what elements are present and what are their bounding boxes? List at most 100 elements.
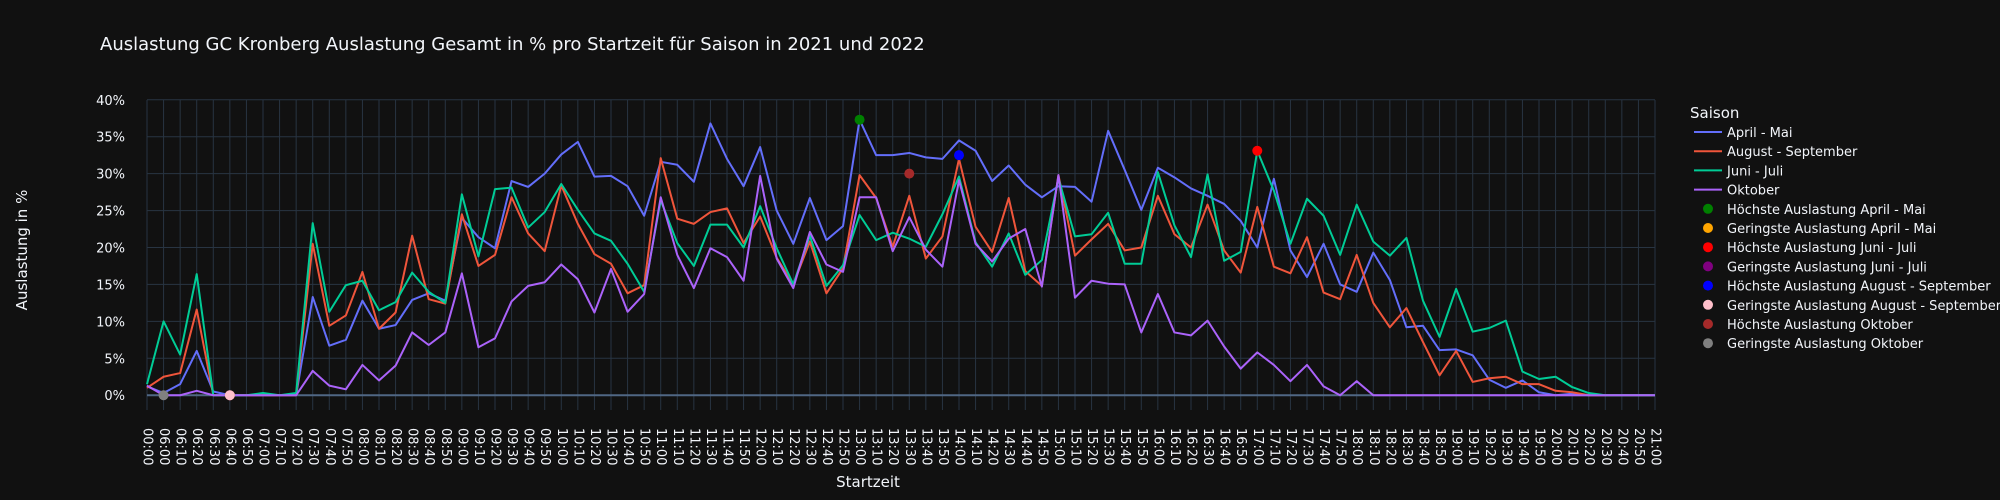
x-tick-label: 07:50 xyxy=(338,428,353,465)
x-tick-label: 12:50 xyxy=(836,428,851,465)
x-tick-label: 00:00 xyxy=(140,428,155,465)
marker-point xyxy=(1252,145,1263,156)
x-tick-label: 11:30 xyxy=(703,428,718,465)
legend-item-label: August - September xyxy=(1727,145,1858,160)
legend-swatch-dot xyxy=(1703,338,1713,349)
x-tick-label: 09:10 xyxy=(471,428,486,465)
legend-item-label: Juni - Juli xyxy=(1726,164,1783,179)
y-tick-label: 30% xyxy=(96,168,125,183)
x-axis-ticks: 00:00 06:00 06:10 06:20 06:30 06:40 06:50 07:00… xyxy=(140,428,1663,465)
x-tick-label: 09:30 xyxy=(504,428,519,465)
legend-swatch-dot xyxy=(1703,299,1713,310)
legend-item-label: Geringste Auslastung August - September xyxy=(1727,299,2000,314)
x-tick-label: 13:10 xyxy=(869,428,884,465)
legend-swatch-dot xyxy=(1703,203,1713,214)
x-tick-label: 18:10 xyxy=(1366,428,1381,465)
x-tick-label: 16:20 xyxy=(1184,428,1199,465)
x-tick-label: 17:50 xyxy=(1333,428,1348,465)
x-tick-label: 10:50 xyxy=(637,428,652,465)
y-tick-label: 35% xyxy=(96,131,125,146)
x-tick-label: 07:40 xyxy=(322,428,337,465)
marker-point xyxy=(158,390,169,401)
x-tick-label: 19:20 xyxy=(1482,428,1497,465)
x-tick-label: 16:50 xyxy=(1233,428,1248,465)
y-axis-title: Auslastung in % xyxy=(13,190,31,311)
x-tick-label: 20:00 xyxy=(1548,428,1563,465)
x-tick-label: 13:00 xyxy=(852,428,867,465)
x-tick-label: 10:00 xyxy=(554,428,569,465)
x-tick-label: 10:30 xyxy=(604,428,619,465)
series-line-oktober xyxy=(146,174,1655,397)
y-tick-label: 10% xyxy=(96,315,125,330)
x-tick-label: 12:20 xyxy=(786,428,801,465)
series-line-april-mai xyxy=(146,118,1655,397)
x-tick-label: 06:50 xyxy=(239,428,254,465)
x-tick-label: 20:10 xyxy=(1565,428,1580,465)
x-tick-label: 16:40 xyxy=(1217,428,1232,465)
x-tick-label: 14:20 xyxy=(985,428,1000,465)
x-tick-label: 15:40 xyxy=(1117,428,1132,465)
grid xyxy=(146,99,1656,410)
x-tick-label: 10:10 xyxy=(570,428,585,465)
y-tick-label: 5% xyxy=(104,352,125,367)
x-tick-label: 07:00 xyxy=(256,428,271,465)
x-tick-label: 10:20 xyxy=(587,428,602,465)
legend-item-label: Geringste Auslastung Oktober xyxy=(1727,337,1924,352)
legend: Saison April - Mai August - September Juni… xyxy=(1690,104,2000,352)
marker-point xyxy=(854,114,865,125)
legend-swatch-dot xyxy=(1703,223,1713,233)
x-tick-label: 14:30 xyxy=(1001,428,1016,465)
x-tick-label: 14:10 xyxy=(968,428,983,465)
x-tick-label: 15:30 xyxy=(1101,428,1116,465)
x-tick-label: 12:00 xyxy=(753,428,768,465)
marker-point xyxy=(904,168,915,179)
x-tick-label: 19:30 xyxy=(1498,428,1513,465)
x-tick-label: 12:10 xyxy=(769,428,784,465)
x-tick-label: 07:30 xyxy=(305,428,320,465)
x-tick-label: 17:30 xyxy=(1300,428,1315,465)
x-tick-label: 13:20 xyxy=(885,428,900,465)
x-tick-label: 15:20 xyxy=(1084,428,1099,465)
legend-swatch-dot xyxy=(1703,242,1713,253)
legend-item-label: Höchste Auslastung Oktober xyxy=(1727,318,1913,333)
x-tick-label: 09:40 xyxy=(521,428,536,465)
x-tick-label: 16:00 xyxy=(1150,428,1165,465)
legend-item-label: Oktober xyxy=(1727,184,1780,199)
x-tick-label: 19:10 xyxy=(1465,428,1480,465)
x-tick-label: 11:50 xyxy=(736,428,751,465)
y-tick-label: 25% xyxy=(96,205,125,220)
y-tick-label: 0% xyxy=(104,389,125,404)
marker-point xyxy=(954,150,964,161)
x-tick-label: 17:20 xyxy=(1283,428,1298,465)
y-axis-ticks: 0% 5% 10% 15% 20% 25% 30% 35% 40% xyxy=(96,94,125,404)
x-tick-label: 20:40 xyxy=(1614,428,1629,465)
x-tick-label: 12:40 xyxy=(819,428,834,465)
x-tick-label: 13:40 xyxy=(918,428,933,465)
x-tick-label: 11:10 xyxy=(670,428,685,465)
legend-swatch-dot xyxy=(1703,319,1713,329)
series-line-august-september xyxy=(146,157,1655,397)
x-tick-label: 08:40 xyxy=(421,428,436,465)
x-tick-label: 18:30 xyxy=(1399,428,1414,465)
legend-item-label: April - Mai xyxy=(1727,126,1792,141)
x-tick-label: 06:40 xyxy=(222,428,237,465)
x-tick-label: 07:20 xyxy=(289,428,304,465)
legend-item-label: Geringste Auslastung Juni - Juli xyxy=(1727,260,1927,275)
x-tick-label: 19:50 xyxy=(1532,428,1547,465)
legend-item-label: Geringste Auslastung April - Mai xyxy=(1727,222,1936,237)
x-tick-label: 17:10 xyxy=(1266,428,1281,465)
x-tick-label: 17:00 xyxy=(1250,428,1265,465)
x-axis-title: Startzeit xyxy=(836,473,900,491)
x-tick-label: 06:10 xyxy=(173,428,188,465)
x-tick-label: 15:00 xyxy=(1051,428,1066,465)
legend-swatch-dot xyxy=(1703,261,1713,272)
legend-item-label: Höchste Auslastung April - Mai xyxy=(1727,203,1926,218)
x-tick-label: 20:50 xyxy=(1631,428,1646,465)
x-tick-label: 06:20 xyxy=(189,428,204,465)
x-tick-label: 20:20 xyxy=(1581,428,1596,465)
x-tick-label: 18:00 xyxy=(1349,428,1364,465)
x-tick-label: 15:10 xyxy=(1068,428,1083,465)
x-tick-label: 11:00 xyxy=(653,428,668,465)
